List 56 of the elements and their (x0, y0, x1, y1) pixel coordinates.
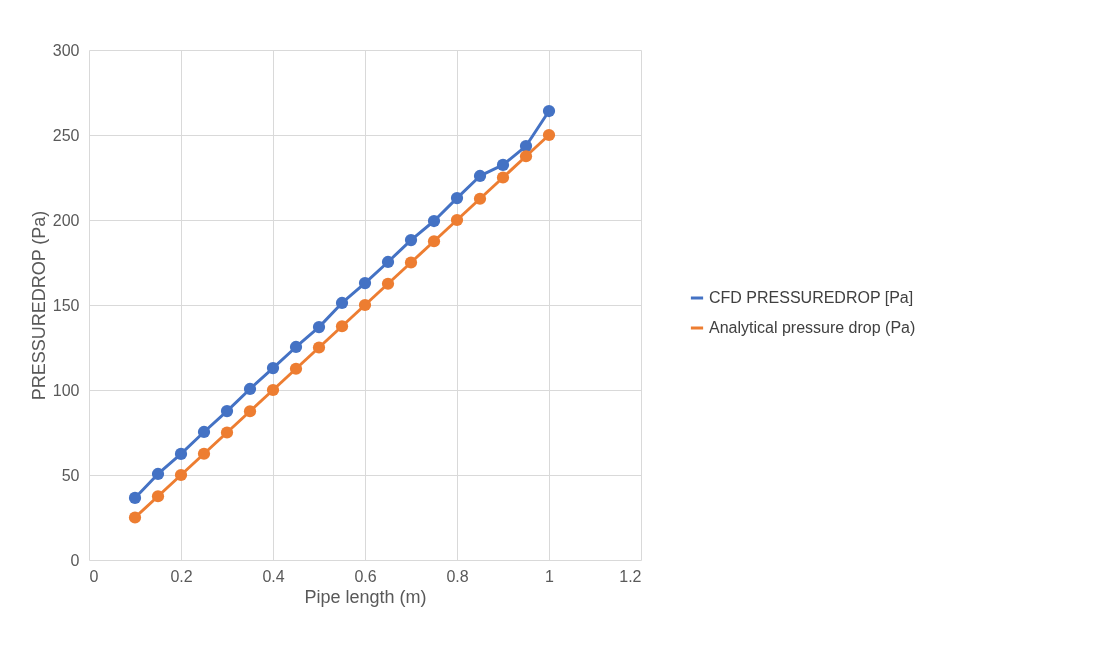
point (427, 235, 441, 248)
point (496, 171, 510, 184)
y-tick-label: 300 (52, 41, 80, 59)
point (174, 447, 188, 461)
x-tick-label: 0 (89, 567, 99, 585)
point (243, 382, 257, 396)
point (427, 214, 441, 228)
y-axis-title: PRESSUREDROP (Pa) (28, 210, 49, 401)
point (404, 233, 418, 247)
point (220, 404, 234, 418)
point (450, 191, 464, 205)
y-tick-label: 100 (52, 381, 80, 399)
point (358, 298, 372, 312)
point (542, 104, 556, 118)
legend-label: CFD PRESSUREDROP [Pa] (709, 289, 914, 306)
point (312, 320, 326, 334)
point (151, 467, 165, 481)
y-tick-label: 50 (61, 466, 80, 484)
point (312, 341, 326, 354)
point (289, 362, 303, 375)
point (197, 447, 211, 460)
point (335, 320, 349, 333)
y-tick-label: 250 (52, 126, 80, 144)
legend-label: Analytical pressure drop (Pa) (709, 319, 916, 336)
x-tick-label: 1.2 (619, 567, 642, 585)
x-tick-label: 0.4 (262, 567, 285, 585)
x-tick-label: 0.6 (354, 567, 377, 585)
y-tick-label: 200 (52, 211, 80, 229)
point (542, 128, 556, 142)
x-tick-label: 0.2 (170, 567, 193, 585)
point (174, 468, 188, 482)
point (266, 383, 280, 397)
point (381, 255, 395, 269)
point (243, 405, 257, 418)
point (450, 213, 464, 227)
point (128, 511, 142, 524)
point (266, 361, 280, 375)
point (289, 340, 303, 354)
x-tick-label: 1 (545, 567, 555, 585)
point (358, 276, 372, 290)
point (128, 491, 142, 505)
point (335, 296, 349, 310)
point (220, 426, 234, 439)
point (404, 256, 418, 269)
point (496, 158, 510, 172)
point (151, 490, 165, 503)
point (473, 192, 487, 205)
point (197, 425, 211, 439)
x-axis-title: Pipe length (m) (304, 586, 427, 607)
point (519, 150, 533, 163)
x-tick-label: 0.8 (446, 567, 469, 585)
y-tick-label: 150 (52, 296, 80, 314)
point (381, 277, 395, 290)
point (473, 169, 487, 183)
y-tick-label: 0 (70, 551, 80, 569)
point (519, 139, 533, 153)
